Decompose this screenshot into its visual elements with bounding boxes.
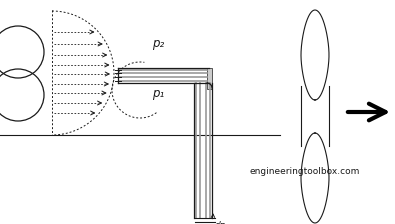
Bar: [207, 68, 212, 89]
Text: dp: dp: [215, 220, 226, 224]
Text: p₁: p₁: [152, 88, 164, 101]
Text: engineeringtoolbox.com: engineeringtoolbox.com: [250, 168, 360, 177]
Text: p₂: p₂: [152, 37, 164, 50]
